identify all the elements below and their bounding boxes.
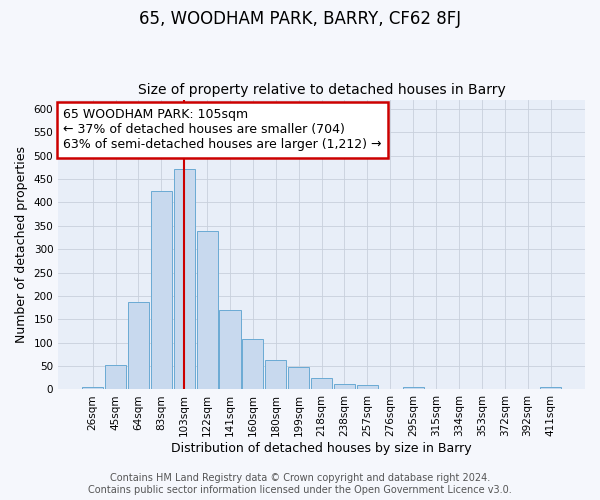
Bar [173,169,195,390]
Bar [197,232,218,390]
Bar [151,190,172,390]
Text: Contains HM Land Registry data © Crown copyright and database right 2024.
Contai: Contains HM Land Registry data © Crown c… [88,474,512,495]
X-axis label: Distribution of detached houses by size in Barry: Distribution of detached houses by size … [171,442,472,455]
Bar [128,302,149,390]
Bar [334,384,355,390]
Bar [242,340,263,390]
Bar [105,364,126,390]
Y-axis label: Number of detached properties: Number of detached properties [15,146,28,343]
Bar [82,387,103,390]
Text: 65 WOODHAM PARK: 105sqm
← 37% of detached houses are smaller (704)
63% of semi-d: 65 WOODHAM PARK: 105sqm ← 37% of detache… [64,108,382,152]
Text: 65, WOODHAM PARK, BARRY, CF62 8FJ: 65, WOODHAM PARK, BARRY, CF62 8FJ [139,10,461,28]
Bar [265,360,286,390]
Bar [311,378,332,390]
Bar [288,368,309,390]
Title: Size of property relative to detached houses in Barry: Size of property relative to detached ho… [138,83,505,97]
Bar [540,387,561,390]
Bar [403,387,424,390]
Bar [220,310,241,390]
Bar [357,385,378,390]
